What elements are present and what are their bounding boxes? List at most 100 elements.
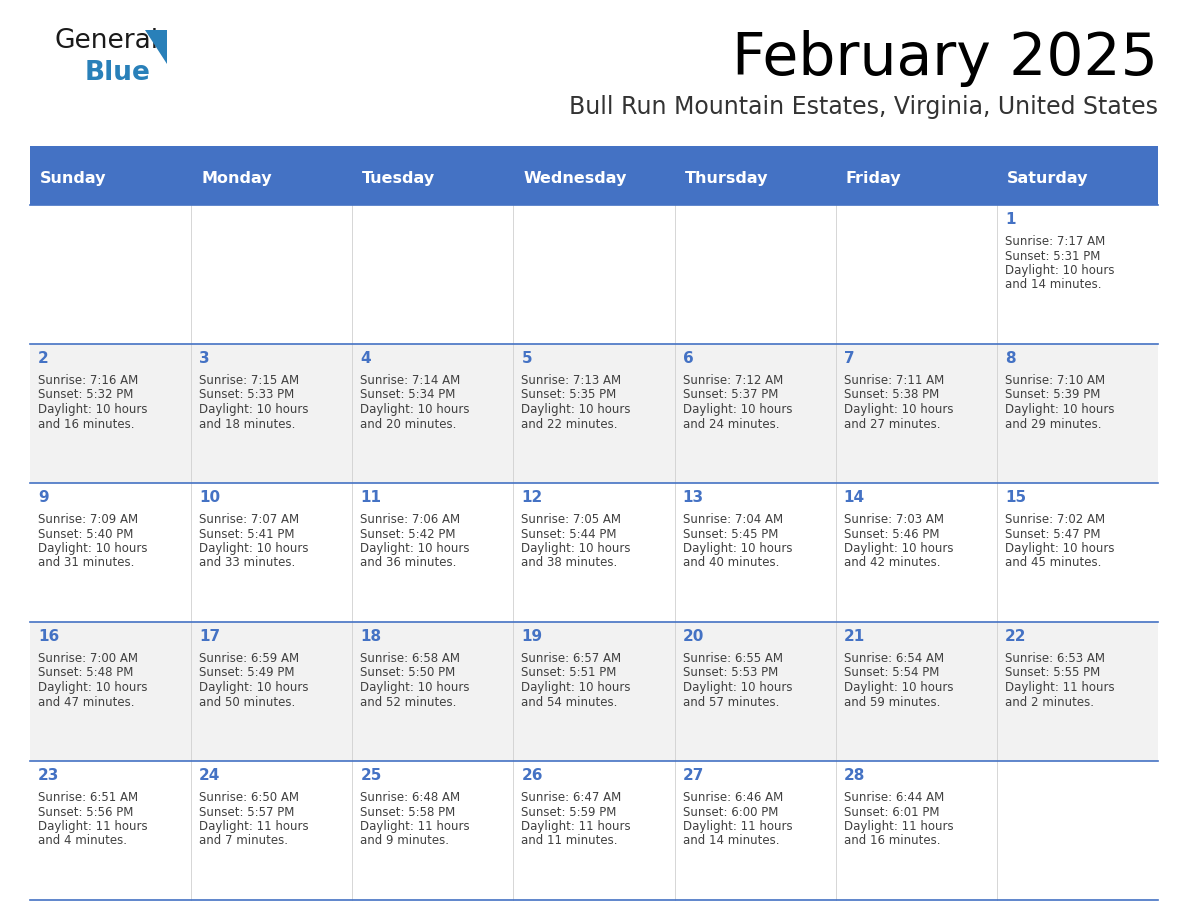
- Text: Daylight: 11 hours: Daylight: 11 hours: [360, 820, 470, 833]
- Text: and 7 minutes.: and 7 minutes.: [200, 834, 289, 847]
- Text: Daylight: 11 hours: Daylight: 11 hours: [200, 820, 309, 833]
- Text: February 2025: February 2025: [732, 30, 1158, 87]
- Text: and 36 minutes.: and 36 minutes.: [360, 556, 456, 569]
- Text: and 14 minutes.: and 14 minutes.: [683, 834, 779, 847]
- Text: Daylight: 10 hours: Daylight: 10 hours: [843, 403, 953, 416]
- Text: 13: 13: [683, 490, 703, 505]
- Text: Sunrise: 6:50 AM: Sunrise: 6:50 AM: [200, 791, 299, 804]
- Text: Sunset: 5:33 PM: Sunset: 5:33 PM: [200, 388, 295, 401]
- Text: Sunset: 6:01 PM: Sunset: 6:01 PM: [843, 805, 940, 819]
- Text: and 42 minutes.: and 42 minutes.: [843, 556, 940, 569]
- Text: Sunset: 5:50 PM: Sunset: 5:50 PM: [360, 666, 455, 679]
- Text: 27: 27: [683, 768, 704, 783]
- Text: Sunset: 5:34 PM: Sunset: 5:34 PM: [360, 388, 456, 401]
- Text: Sunset: 5:51 PM: Sunset: 5:51 PM: [522, 666, 617, 679]
- Text: and 50 minutes.: and 50 minutes.: [200, 696, 296, 709]
- Text: Sunrise: 7:12 AM: Sunrise: 7:12 AM: [683, 374, 783, 387]
- Text: and 2 minutes.: and 2 minutes.: [1005, 696, 1094, 709]
- Text: 15: 15: [1005, 490, 1026, 505]
- Text: 17: 17: [200, 629, 220, 644]
- Text: Daylight: 10 hours: Daylight: 10 hours: [522, 542, 631, 555]
- Text: Friday: Friday: [846, 172, 902, 186]
- Text: 22: 22: [1005, 629, 1026, 644]
- Text: Daylight: 10 hours: Daylight: 10 hours: [360, 681, 469, 694]
- Text: Sunrise: 7:14 AM: Sunrise: 7:14 AM: [360, 374, 461, 387]
- Text: General: General: [55, 28, 159, 54]
- Text: 21: 21: [843, 629, 865, 644]
- Text: Sunrise: 7:02 AM: Sunrise: 7:02 AM: [1005, 513, 1105, 526]
- Text: Sunset: 5:49 PM: Sunset: 5:49 PM: [200, 666, 295, 679]
- Bar: [30, 205, 1158, 344]
- Text: and 45 minutes.: and 45 minutes.: [1005, 556, 1101, 569]
- Text: Sunrise: 6:47 AM: Sunrise: 6:47 AM: [522, 791, 621, 804]
- Bar: [30, 761, 1158, 900]
- Text: and 52 minutes.: and 52 minutes.: [360, 696, 456, 709]
- Text: and 47 minutes.: and 47 minutes.: [38, 696, 134, 709]
- Text: Sunrise: 7:09 AM: Sunrise: 7:09 AM: [38, 513, 138, 526]
- Bar: [30, 483, 1158, 622]
- Text: Daylight: 10 hours: Daylight: 10 hours: [683, 542, 792, 555]
- Text: Wednesday: Wednesday: [524, 172, 627, 186]
- Text: Sunset: 5:56 PM: Sunset: 5:56 PM: [38, 805, 133, 819]
- Text: 18: 18: [360, 629, 381, 644]
- Text: 23: 23: [38, 768, 59, 783]
- Text: Sunset: 6:00 PM: Sunset: 6:00 PM: [683, 805, 778, 819]
- Text: Sunset: 5:38 PM: Sunset: 5:38 PM: [843, 388, 939, 401]
- Text: Sunset: 5:53 PM: Sunset: 5:53 PM: [683, 666, 778, 679]
- Text: Daylight: 10 hours: Daylight: 10 hours: [1005, 403, 1114, 416]
- Text: Sunrise: 7:00 AM: Sunrise: 7:00 AM: [38, 652, 138, 665]
- Text: Sunrise: 6:48 AM: Sunrise: 6:48 AM: [360, 791, 461, 804]
- Text: and 40 minutes.: and 40 minutes.: [683, 556, 779, 569]
- Text: Sunset: 5:41 PM: Sunset: 5:41 PM: [200, 528, 295, 541]
- Text: Daylight: 10 hours: Daylight: 10 hours: [843, 542, 953, 555]
- Text: Sunrise: 6:58 AM: Sunrise: 6:58 AM: [360, 652, 460, 665]
- Text: Sunset: 5:40 PM: Sunset: 5:40 PM: [38, 528, 133, 541]
- Text: Daylight: 11 hours: Daylight: 11 hours: [1005, 681, 1114, 694]
- Polygon shape: [145, 30, 168, 64]
- Text: 16: 16: [38, 629, 59, 644]
- Text: Sunday: Sunday: [40, 172, 107, 186]
- Text: 12: 12: [522, 490, 543, 505]
- Text: Sunset: 5:45 PM: Sunset: 5:45 PM: [683, 528, 778, 541]
- Text: Daylight: 10 hours: Daylight: 10 hours: [1005, 542, 1114, 555]
- Text: 1: 1: [1005, 212, 1016, 227]
- Text: 9: 9: [38, 490, 49, 505]
- Text: Sunset: 5:44 PM: Sunset: 5:44 PM: [522, 528, 617, 541]
- Text: Sunset: 5:58 PM: Sunset: 5:58 PM: [360, 805, 455, 819]
- Text: Sunrise: 7:10 AM: Sunrise: 7:10 AM: [1005, 374, 1105, 387]
- Text: Sunset: 5:57 PM: Sunset: 5:57 PM: [200, 805, 295, 819]
- Text: Sunset: 5:31 PM: Sunset: 5:31 PM: [1005, 250, 1100, 263]
- Text: and 54 minutes.: and 54 minutes.: [522, 696, 618, 709]
- Text: and 27 minutes.: and 27 minutes.: [843, 418, 940, 431]
- Text: Sunrise: 7:16 AM: Sunrise: 7:16 AM: [38, 374, 138, 387]
- Text: Sunrise: 7:04 AM: Sunrise: 7:04 AM: [683, 513, 783, 526]
- Text: and 59 minutes.: and 59 minutes.: [843, 696, 940, 709]
- Text: and 24 minutes.: and 24 minutes.: [683, 418, 779, 431]
- Text: and 14 minutes.: and 14 minutes.: [1005, 278, 1101, 292]
- Text: Sunset: 5:59 PM: Sunset: 5:59 PM: [522, 805, 617, 819]
- Text: Tuesday: Tuesday: [362, 172, 436, 186]
- Text: Daylight: 10 hours: Daylight: 10 hours: [843, 681, 953, 694]
- Text: 26: 26: [522, 768, 543, 783]
- Text: and 11 minutes.: and 11 minutes.: [522, 834, 618, 847]
- Text: Sunset: 5:37 PM: Sunset: 5:37 PM: [683, 388, 778, 401]
- Text: Thursday: Thursday: [684, 172, 769, 186]
- Text: Sunset: 5:32 PM: Sunset: 5:32 PM: [38, 388, 133, 401]
- Text: Daylight: 10 hours: Daylight: 10 hours: [683, 681, 792, 694]
- Text: Daylight: 10 hours: Daylight: 10 hours: [522, 681, 631, 694]
- Text: Sunrise: 6:46 AM: Sunrise: 6:46 AM: [683, 791, 783, 804]
- Text: 2: 2: [38, 351, 49, 366]
- Text: Sunset: 5:47 PM: Sunset: 5:47 PM: [1005, 528, 1100, 541]
- Text: Sunrise: 7:11 AM: Sunrise: 7:11 AM: [843, 374, 944, 387]
- Text: and 20 minutes.: and 20 minutes.: [360, 418, 456, 431]
- Text: 6: 6: [683, 351, 694, 366]
- Text: and 4 minutes.: and 4 minutes.: [38, 834, 127, 847]
- Text: and 38 minutes.: and 38 minutes.: [522, 556, 618, 569]
- Text: Daylight: 10 hours: Daylight: 10 hours: [38, 542, 147, 555]
- Bar: [30, 344, 1158, 483]
- Text: Bull Run Mountain Estates, Virginia, United States: Bull Run Mountain Estates, Virginia, Uni…: [569, 95, 1158, 119]
- Text: Sunset: 5:46 PM: Sunset: 5:46 PM: [843, 528, 940, 541]
- Text: Daylight: 11 hours: Daylight: 11 hours: [843, 820, 953, 833]
- Text: Sunrise: 7:15 AM: Sunrise: 7:15 AM: [200, 374, 299, 387]
- Text: Sunrise: 6:55 AM: Sunrise: 6:55 AM: [683, 652, 783, 665]
